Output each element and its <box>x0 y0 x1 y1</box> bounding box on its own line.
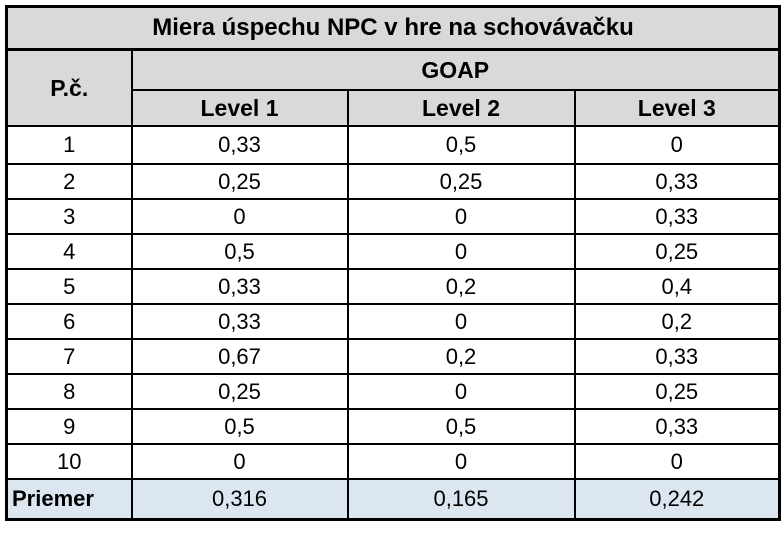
level-3-value: 0,2 <box>573 303 781 340</box>
row-number: 4 <box>5 233 133 270</box>
level-2-value: 0 <box>346 443 576 480</box>
table-title: Miera úspechu NPC v hre na schovávačku <box>4 5 782 51</box>
table-row: 6 0,33 0 0,2 <box>5 303 781 340</box>
average-row: Priemer 0,316 0,165 0,242 <box>5 478 781 521</box>
level-2-value: 0,25 <box>346 163 576 200</box>
level-1-value: 0,5 <box>130 233 349 270</box>
level-1-value: 0 <box>130 198 349 235</box>
success-rate-table-container: Miera úspechu NPC v hre na schovávačku P… <box>4 5 782 521</box>
pc-column-header: P.č. <box>5 48 133 127</box>
level-2-value: 0,2 <box>346 338 576 375</box>
row-number: 3 <box>5 198 133 235</box>
level-1-value: 0,25 <box>130 373 349 410</box>
level-1-value: 0,33 <box>130 125 349 165</box>
level-1-value: 0,25 <box>130 163 349 200</box>
average-level-1: 0,316 <box>130 478 349 521</box>
row-number: 2 <box>5 163 133 200</box>
success-rate-table: Miera úspechu NPC v hre na schovávačku P… <box>4 5 782 521</box>
level-3-value: 0,33 <box>573 408 781 445</box>
level-2-value: 0,2 <box>346 268 576 305</box>
row-number: 10 <box>5 443 133 480</box>
level-1-value: 0 <box>130 443 349 480</box>
table-row: 5 0,33 0,2 0,4 <box>5 268 781 305</box>
level-3-value: 0,33 <box>573 338 781 375</box>
level-3-value: 0 <box>573 443 781 480</box>
goap-group-header: GOAP <box>130 48 781 91</box>
table-row: 2 0,25 0,25 0,33 <box>5 163 781 200</box>
row-number: 5 <box>5 268 133 305</box>
table-row: 9 0,5 0,5 0,33 <box>5 408 781 445</box>
level-2-value: 0 <box>346 233 576 270</box>
level-2-value: 0,5 <box>346 125 576 165</box>
level-1-value: 0,33 <box>130 268 349 305</box>
level-3-value: 0,4 <box>573 268 781 305</box>
level-1-value: 0,5 <box>130 408 349 445</box>
table-row: 4 0,5 0 0,25 <box>5 233 781 270</box>
table-row: 7 0,67 0,2 0,33 <box>5 338 781 375</box>
average-label: Priemer <box>5 478 133 521</box>
average-level-3: 0,242 <box>573 478 781 521</box>
level-2-value: 0,5 <box>346 408 576 445</box>
row-number: 6 <box>5 303 133 340</box>
level-1-value: 0,67 <box>130 338 349 375</box>
level-2-value: 0 <box>346 373 576 410</box>
row-number: 9 <box>5 408 133 445</box>
level-3-value: 0,25 <box>573 373 781 410</box>
level-2-value: 0 <box>346 303 576 340</box>
table-row: 10 0 0 0 <box>5 443 781 480</box>
row-number: 7 <box>5 338 133 375</box>
table-row: 3 0 0 0,33 <box>5 198 781 235</box>
level-2-value: 0 <box>346 198 576 235</box>
level-1-header: Level 1 <box>130 89 349 127</box>
level-3-value: 0 <box>573 125 781 165</box>
row-number: 8 <box>5 373 133 410</box>
level-3-value: 0,33 <box>573 198 781 235</box>
row-number: 1 <box>5 125 133 165</box>
level-3-value: 0,33 <box>573 163 781 200</box>
table-row: 1 0,33 0,5 0 <box>5 125 781 165</box>
level-3-header: Level 3 <box>573 89 781 127</box>
level-3-value: 0,25 <box>573 233 781 270</box>
level-1-value: 0,33 <box>130 303 349 340</box>
table-row: 8 0,25 0 0,25 <box>5 373 781 410</box>
average-level-2: 0,165 <box>346 478 576 521</box>
level-2-header: Level 2 <box>346 89 576 127</box>
